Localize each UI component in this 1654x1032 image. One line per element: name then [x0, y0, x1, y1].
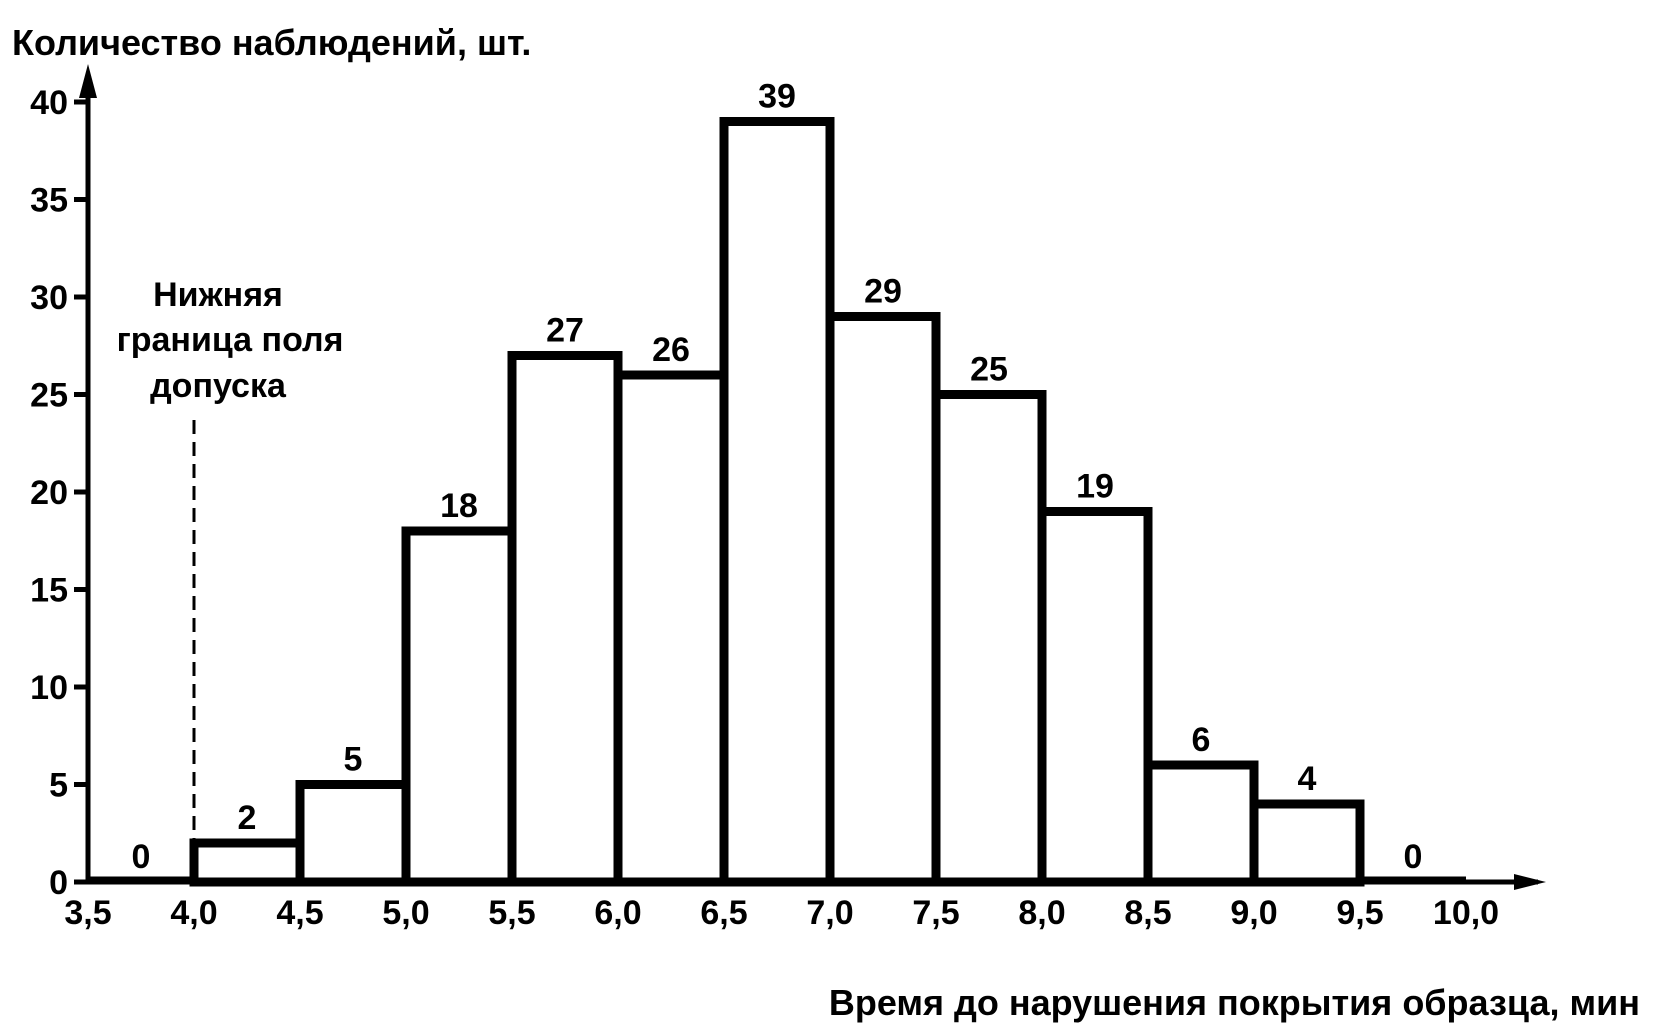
- histogram-bar: [1249, 799, 1365, 887]
- x-tick-label: 3,5: [64, 894, 111, 932]
- x-tick-label: 4,5: [276, 894, 323, 932]
- x-tick-label: 9,5: [1336, 894, 1383, 932]
- histogram-bar: [719, 117, 835, 887]
- histogram-bar: [295, 780, 411, 887]
- tolerance-annotation-line: допуска: [150, 367, 287, 405]
- bar-value-label: 26: [652, 331, 690, 369]
- bar-value-label: 0: [1404, 838, 1423, 876]
- y-tick-label: 20: [30, 474, 68, 512]
- bar-value-label: 25: [970, 351, 1008, 389]
- y-axis-arrow: [79, 64, 97, 98]
- x-tick-label: 5,0: [382, 894, 429, 932]
- bar-value-label: 5: [344, 741, 363, 779]
- x-tick-label: 8,5: [1124, 894, 1171, 932]
- x-tick-label: 8,0: [1018, 894, 1065, 932]
- y-tick-label: 25: [30, 377, 68, 415]
- bar-value-label: 19: [1076, 468, 1114, 506]
- y-tick-label: 40: [30, 84, 68, 122]
- bar-value-label: 6: [1192, 721, 1211, 759]
- histogram-bar: [825, 312, 941, 887]
- x-tick-label: 7,5: [912, 894, 959, 932]
- histogram-bar: [507, 351, 623, 887]
- y-tick-label: 5: [49, 767, 68, 805]
- histogram-bar: [401, 526, 517, 887]
- y-tick-label: 35: [30, 182, 68, 220]
- y-axis-title: Количество наблюдений, шт.: [12, 22, 531, 63]
- bar-value-label: 29: [864, 273, 902, 311]
- x-tick-label: 4,0: [170, 894, 217, 932]
- x-axis-title: Время до нарушения покрытия образца, мин: [829, 982, 1640, 1023]
- histogram-bar: [1037, 507, 1153, 887]
- bar-value-label: 4: [1298, 760, 1317, 798]
- histogram-bar: [613, 370, 729, 887]
- histogram-bar: [189, 838, 305, 887]
- histogram-bar: [1143, 760, 1259, 887]
- x-tick-label: 6,5: [700, 894, 747, 932]
- y-tick-label: 10: [30, 669, 68, 707]
- x-tick-label: 9,0: [1230, 894, 1277, 932]
- x-tick-label: 7,0: [806, 894, 853, 932]
- bar-value-label: 18: [440, 487, 478, 525]
- x-axis-arrow: [1514, 874, 1546, 890]
- y-tick-label: 30: [30, 279, 68, 317]
- y-tick-label: 15: [30, 572, 68, 610]
- tolerance-annotation-line: граница поля: [117, 321, 344, 359]
- tolerance-annotation: Нижняя граница поля допуска: [117, 276, 344, 842]
- x-tick-label: 10,0: [1433, 894, 1499, 932]
- x-tick-label: 6,0: [594, 894, 641, 932]
- y-tick-label: 0: [49, 864, 68, 902]
- bar-value-label: 39: [758, 78, 796, 116]
- bar-value-label: 2: [238, 799, 257, 837]
- x-tick-label: 5,5: [488, 894, 535, 932]
- histogram-bar: [931, 390, 1047, 887]
- tolerance-annotation-line: Нижняя: [153, 276, 283, 314]
- bar-value-label: 0: [132, 838, 151, 876]
- bar-value-label: 27: [546, 312, 584, 350]
